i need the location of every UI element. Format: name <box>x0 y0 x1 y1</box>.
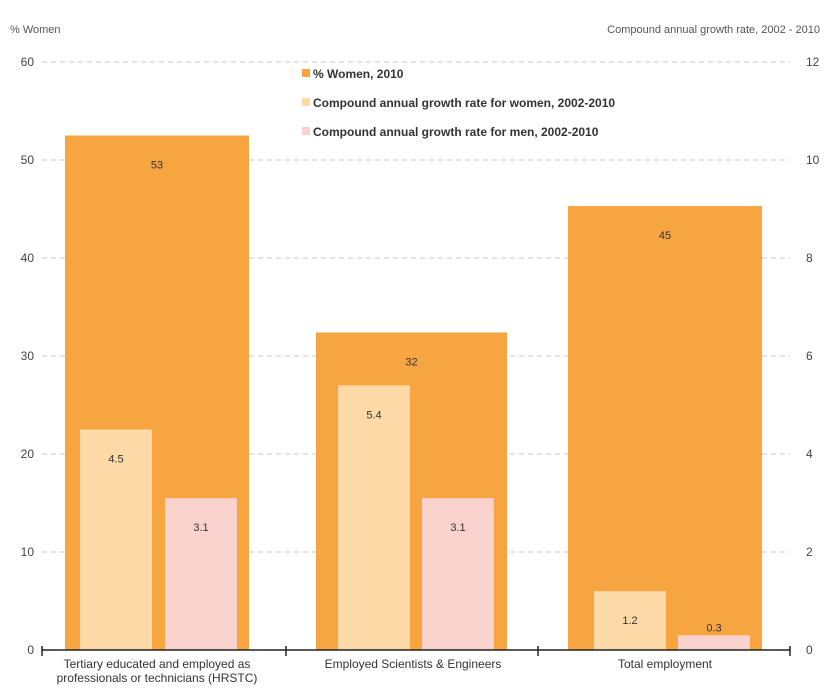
bar-growth-women <box>80 429 152 650</box>
legend-label: % Women, 2010 <box>313 67 404 81</box>
right-tick-label: 10 <box>806 153 820 167</box>
data-label-growth-men: 3.1 <box>450 522 465 534</box>
right-axis-title: Compound annual growth rate, 2002 - 2010 <box>607 24 820 36</box>
left-tick-label: 60 <box>21 55 35 69</box>
data-label-growth-women: 4.5 <box>108 454 123 466</box>
legend-label: Compound annual growth rate for men, 200… <box>313 125 599 139</box>
category-label: Tertiary educated and employed as <box>64 657 251 671</box>
data-label-women-share: 32 <box>405 356 417 368</box>
left-tick-label: 30 <box>21 349 35 363</box>
bar-growth-men <box>678 635 750 650</box>
bar-women-share <box>568 206 762 650</box>
data-label-growth-men: 0.3 <box>706 622 721 634</box>
data-label-women-share: 45 <box>659 230 671 242</box>
data-label-growth-men: 3.1 <box>193 522 208 534</box>
data-label-growth-women: 1.2 <box>622 615 637 627</box>
right-tick-label: 6 <box>806 349 813 363</box>
category-label: professionals or technicians (HRSTC) <box>57 671 258 685</box>
legend-swatch <box>302 127 310 135</box>
data-label-women-share: 53 <box>151 160 163 172</box>
bar-growth-women <box>338 385 410 650</box>
right-tick-label: 4 <box>806 447 813 461</box>
right-tick-label: 2 <box>806 545 813 559</box>
bar-growth-women <box>594 591 666 650</box>
right-tick-label: 8 <box>806 251 813 265</box>
axes: 0 10 20 30 40 50 60 0 2 4 6 8 10 12 Tertiary educated … <box>21 55 820 685</box>
legend-swatch <box>302 69 310 77</box>
right-tick-label: 12 <box>806 55 820 69</box>
left-tick-label: 20 <box>21 447 35 461</box>
category-label: Employed Scientists & Engineers <box>325 657 502 671</box>
left-tick-label: 50 <box>21 153 35 167</box>
category-label: Total employment <box>618 657 713 671</box>
left-tick-label: 0 <box>27 643 34 657</box>
data-label-growth-women: 5.4 <box>366 409 381 421</box>
left-tick-label: 40 <box>21 251 35 265</box>
legend-swatch <box>302 98 310 106</box>
bars: 53 4.5 3.1 32 5.4 3.1 45 1.2 0.3 <box>65 135 762 650</box>
left-axis-title: % Women <box>10 24 61 36</box>
bar-growth-men <box>165 498 237 650</box>
bar-growth-men <box>422 498 494 650</box>
legend-label: Compound annual growth rate for women, 2… <box>313 96 615 110</box>
legend: % Women, 2010 Compound annual growth rate… <box>302 67 615 139</box>
left-tick-label: 10 <box>21 545 35 559</box>
right-tick-label: 0 <box>806 643 813 657</box>
